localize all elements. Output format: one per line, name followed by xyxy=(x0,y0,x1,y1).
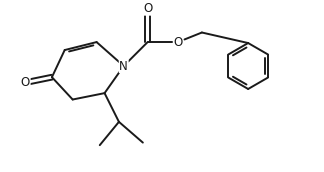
Text: O: O xyxy=(173,36,183,49)
Text: O: O xyxy=(143,2,152,15)
Text: O: O xyxy=(21,76,30,89)
Text: N: N xyxy=(119,60,128,73)
